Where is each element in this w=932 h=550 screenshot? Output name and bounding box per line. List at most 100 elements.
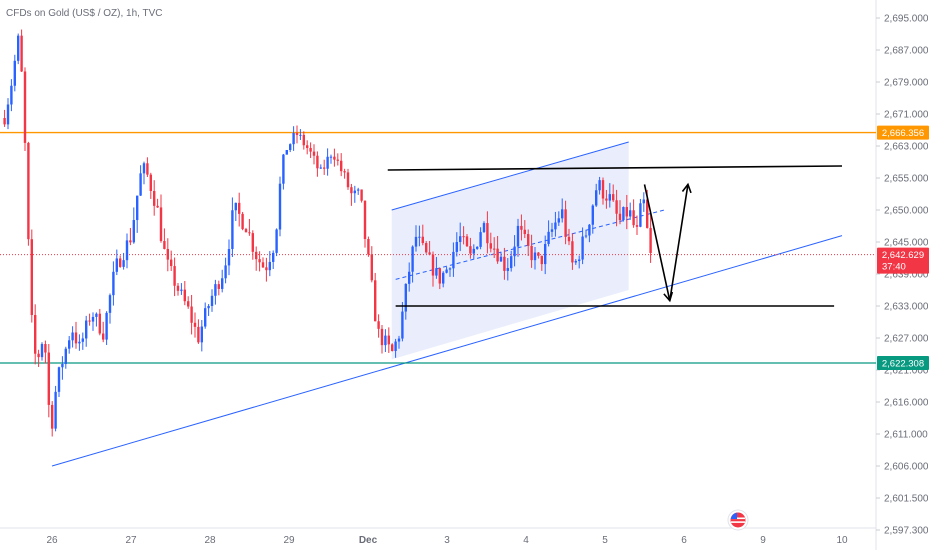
candle-body — [431, 254, 435, 276]
candle-body — [248, 232, 251, 234]
candle-body — [418, 236, 421, 238]
candle-body — [343, 171, 346, 173]
candle-body — [612, 194, 615, 201]
candle-body — [642, 199, 645, 204]
candle-body — [564, 209, 567, 237]
candle-body — [340, 160, 343, 172]
candle-body — [166, 248, 169, 260]
candle-body — [462, 236, 465, 238]
events-flag-icon[interactable] — [727, 509, 749, 531]
arrow-up-head — [681, 182, 692, 194]
candle-body — [125, 240, 129, 261]
candle-body — [459, 236, 462, 243]
chart-title: CFDs on Gold (US$ / OZ), 1h, TVC — [6, 8, 163, 19]
x-tick-label: 9 — [760, 535, 766, 546]
current-price-badge — [877, 247, 929, 274]
candle-body — [394, 341, 397, 351]
candle-body — [244, 229, 248, 233]
x-tick-label: 3 — [444, 535, 450, 546]
candle-body — [105, 312, 108, 340]
time-axis[interactable]: 26 27 28 29 Dec 3 4 5 6 9 10 — [46, 535, 848, 546]
x-tick-label: 4 — [523, 535, 529, 546]
candle-body — [268, 261, 271, 271]
candle-body — [401, 311, 404, 339]
candle-body — [622, 207, 625, 221]
y-tick-label: 2,663.000 — [884, 142, 929, 153]
candle-body — [452, 251, 455, 269]
candle-body — [523, 229, 526, 235]
candle-body — [455, 242, 458, 252]
y-tick-label: 2,655.000 — [884, 174, 929, 185]
x-tick-label: 28 — [204, 535, 216, 546]
channel-layer — [51, 141, 843, 467]
candle-body — [251, 233, 254, 252]
candle-body — [102, 333, 105, 340]
x-tick-label: 10 — [836, 535, 848, 546]
y-tick-label: 2,601.500 — [884, 494, 929, 505]
candle-body — [527, 234, 530, 246]
candle-body — [282, 154, 285, 184]
candle-body — [200, 326, 203, 343]
candle-body — [292, 133, 295, 145]
candle-body — [37, 353, 40, 358]
candle-body — [574, 260, 577, 263]
candle-body — [17, 35, 20, 61]
candle-body — [544, 244, 547, 265]
candle-body — [374, 280, 377, 322]
rising-trendline[interactable] — [51, 235, 843, 467]
candle-body — [469, 246, 472, 254]
candle-body — [360, 189, 363, 201]
candle-body — [530, 245, 533, 261]
candle-body — [465, 236, 469, 247]
arrow-down-shaft[interactable] — [643, 184, 671, 301]
candle-body — [472, 248, 475, 254]
candle-body — [384, 335, 387, 346]
candle-body — [493, 248, 496, 250]
channel-fill[interactable] — [391, 142, 629, 360]
candle-body — [119, 258, 122, 267]
candle-body — [231, 210, 234, 250]
candle-body — [47, 352, 50, 405]
price-axis[interactable]: 2,695.000 2,687.000 2,679.000 2,671.000 2,66… — [876, 14, 929, 537]
price-levels-layer — [0, 131, 876, 364]
candle-body — [299, 134, 302, 136]
arrow-up-shaft[interactable] — [668, 184, 689, 301]
candle-body — [81, 338, 84, 342]
candle-body — [78, 341, 81, 344]
candle-body — [115, 258, 118, 272]
candle-body — [581, 236, 584, 260]
candle-body — [44, 344, 47, 353]
candle-body — [445, 269, 448, 273]
candle-body — [363, 200, 367, 239]
candle-body — [132, 220, 135, 243]
candle-body — [129, 240, 132, 243]
candle-body — [486, 223, 489, 244]
candle-body — [404, 283, 407, 312]
candle-body — [323, 167, 326, 169]
candle-body — [367, 238, 370, 255]
y-tick-label: 2,639.000 — [884, 270, 929, 281]
range-top-line[interactable] — [387, 165, 843, 171]
candle-body — [224, 265, 227, 279]
candle-body — [170, 259, 173, 267]
candle-body — [584, 235, 588, 237]
candle-body — [408, 271, 411, 284]
candle-body — [561, 209, 564, 219]
candle-body — [632, 210, 635, 226]
candle-body — [629, 210, 632, 217]
candle-body — [319, 167, 322, 169]
current-price-label: 2,642.629 — [882, 250, 924, 261]
candle-body — [605, 198, 608, 201]
candle-body — [316, 155, 319, 169]
channel-upper-line[interactable] — [391, 141, 629, 211]
candle-body — [272, 252, 275, 262]
candle-body — [591, 205, 594, 225]
candle-body — [156, 205, 159, 208]
bar-countdown-label: 37:40 — [882, 262, 906, 273]
y-tick-label: 2,671.000 — [884, 110, 929, 121]
candle-body — [547, 231, 550, 245]
candle-body — [377, 321, 380, 329]
candle-body — [578, 259, 581, 261]
channel-midline[interactable] — [395, 209, 665, 280]
